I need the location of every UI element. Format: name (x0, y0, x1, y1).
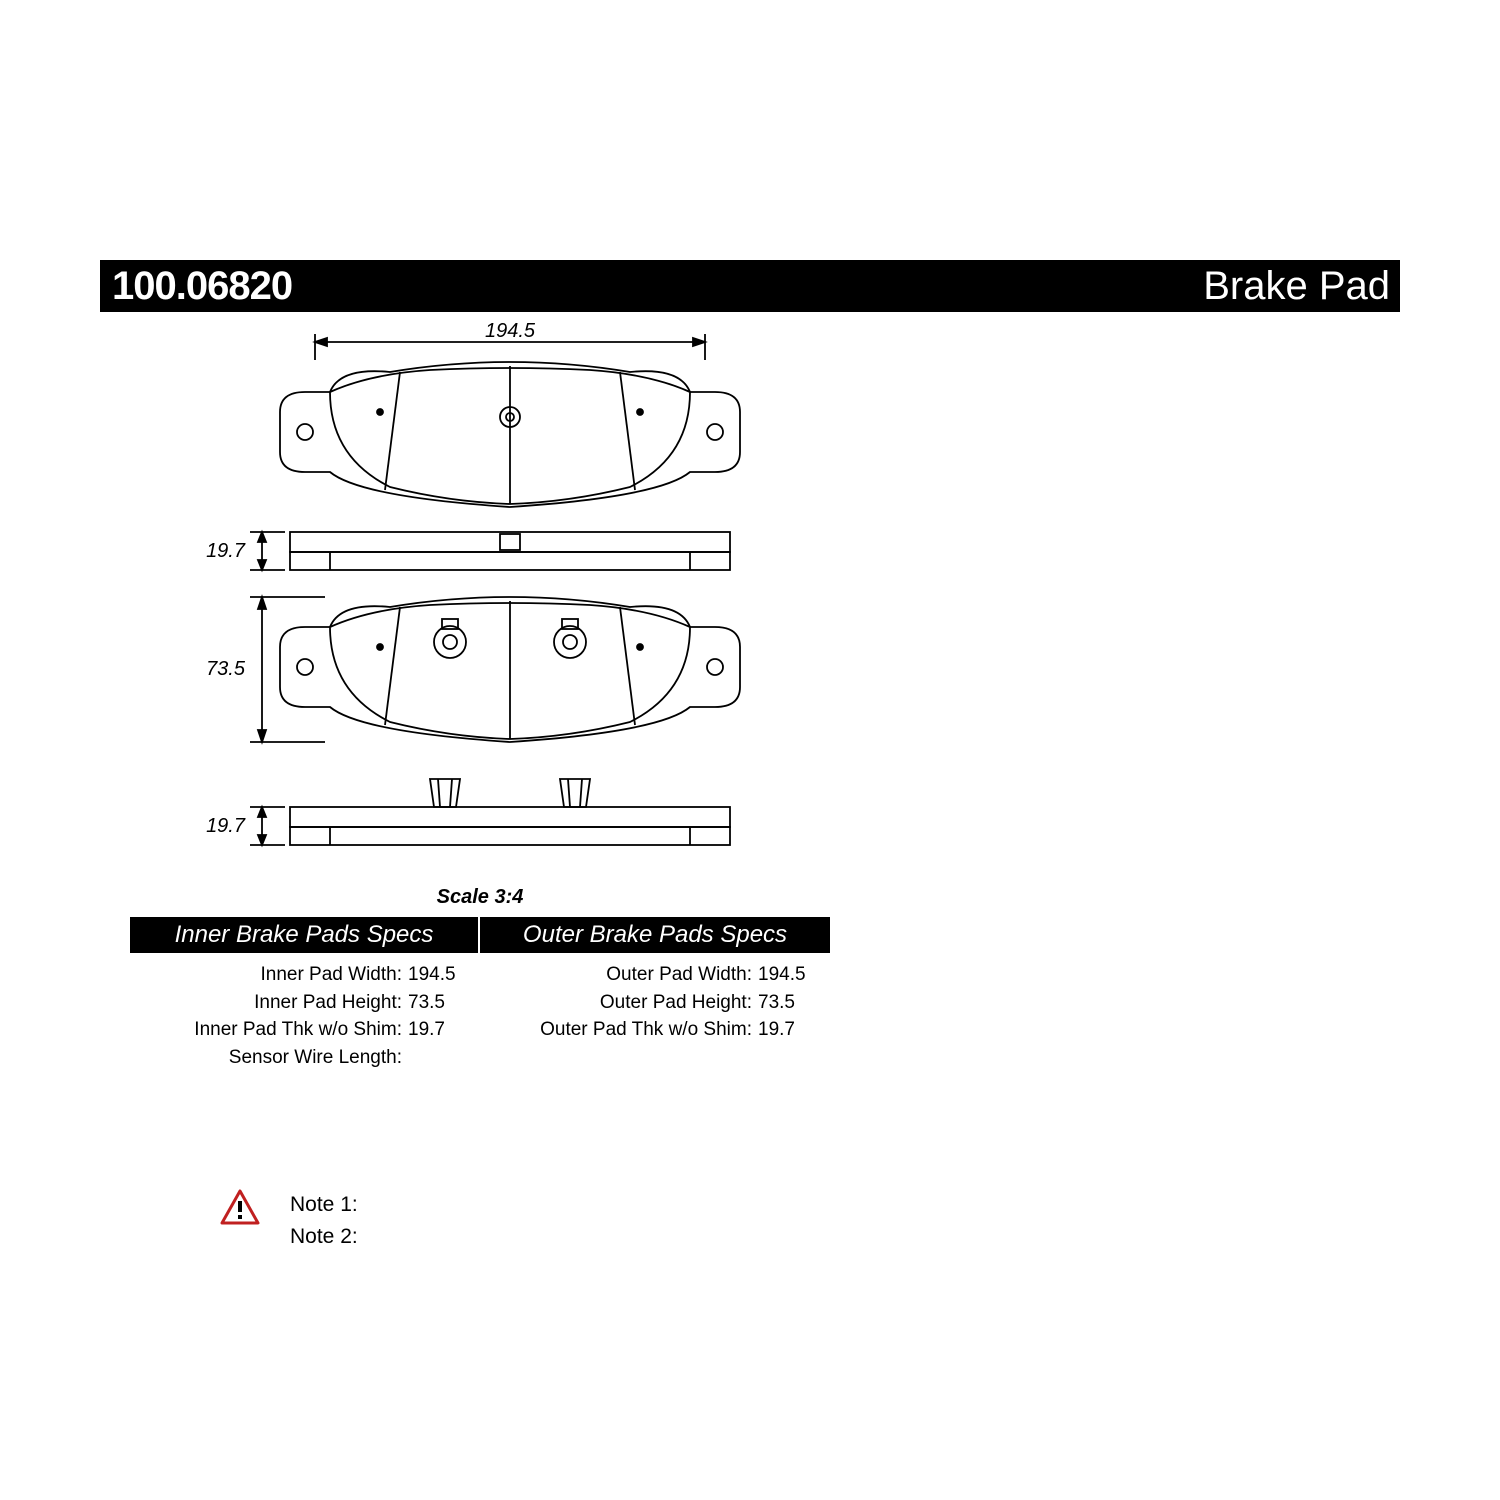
note-lines: Note 1: Note 2: (290, 1189, 358, 1252)
spec-value: 73.5 (758, 989, 818, 1017)
specs-table: Inner Brake Pads Specs Inner Pad Width:1… (130, 917, 830, 1079)
inner-specs-col: Inner Brake Pads Specs Inner Pad Width:1… (130, 917, 480, 1079)
spec-value: 19.7 (408, 1016, 468, 1044)
note-1: Note 1: (290, 1189, 358, 1221)
inner-specs-body: Inner Pad Width:194.5Inner Pad Height:73… (130, 953, 480, 1079)
dim-width: 194.5 (485, 322, 536, 342)
dim-thk-bottom: 19.7 (206, 815, 246, 837)
note-2: Note 2: (290, 1221, 358, 1253)
header-bar: 100.06820 Brake Pad (100, 260, 1400, 312)
spec-label: Outer Pad Thk w/o Shim: (480, 1016, 758, 1044)
spec-value (408, 1044, 468, 1072)
spec-row: Inner Pad Width:194.5 (130, 961, 468, 989)
part-number: 100.06820 (100, 264, 292, 309)
product-type: Brake Pad (1203, 264, 1390, 309)
spec-label: Outer Pad Height: (480, 989, 758, 1017)
inner-specs-header: Inner Brake Pads Specs (130, 917, 480, 953)
spec-label: Sensor Wire Length: (130, 1044, 408, 1072)
spec-row: Sensor Wire Length: (130, 1044, 468, 1072)
spec-label: Inner Pad Width: (130, 961, 408, 989)
spec-value: 19.7 (758, 1016, 818, 1044)
spec-row: Inner Pad Thk w/o Shim:19.7 (130, 1016, 468, 1044)
spec-label: Inner Pad Height: (130, 989, 408, 1017)
dim-thk-top: 19.7 (206, 540, 246, 562)
warning-icon (220, 1189, 260, 1230)
outer-specs-body: Outer Pad Width:194.5Outer Pad Height:73… (480, 953, 830, 1052)
technical-drawing: 194.5 (130, 312, 830, 909)
spec-row: Inner Pad Height:73.5 (130, 989, 468, 1017)
dim-height: 73.5 (206, 658, 246, 680)
spec-value: 73.5 (408, 989, 468, 1017)
outer-specs-col: Outer Brake Pads Specs Outer Pad Width:1… (480, 917, 830, 1079)
spec-label: Inner Pad Thk w/o Shim: (130, 1016, 408, 1044)
spec-value: 194.5 (758, 961, 818, 989)
outer-specs-header: Outer Brake Pads Specs (480, 917, 830, 953)
spec-row: Outer Pad Thk w/o Shim:19.7 (480, 1016, 818, 1044)
spec-label: Outer Pad Width: (480, 961, 758, 989)
spec-row: Outer Pad Height:73.5 (480, 989, 818, 1017)
notes-block: Note 1: Note 2: (220, 1189, 1400, 1252)
spec-sheet: 100.06820 Brake Pad 194.5 (100, 260, 1400, 1252)
spec-row: Outer Pad Width:194.5 (480, 961, 818, 989)
scale-label: Scale 3:4 (130, 886, 830, 909)
spec-value: 194.5 (408, 961, 468, 989)
